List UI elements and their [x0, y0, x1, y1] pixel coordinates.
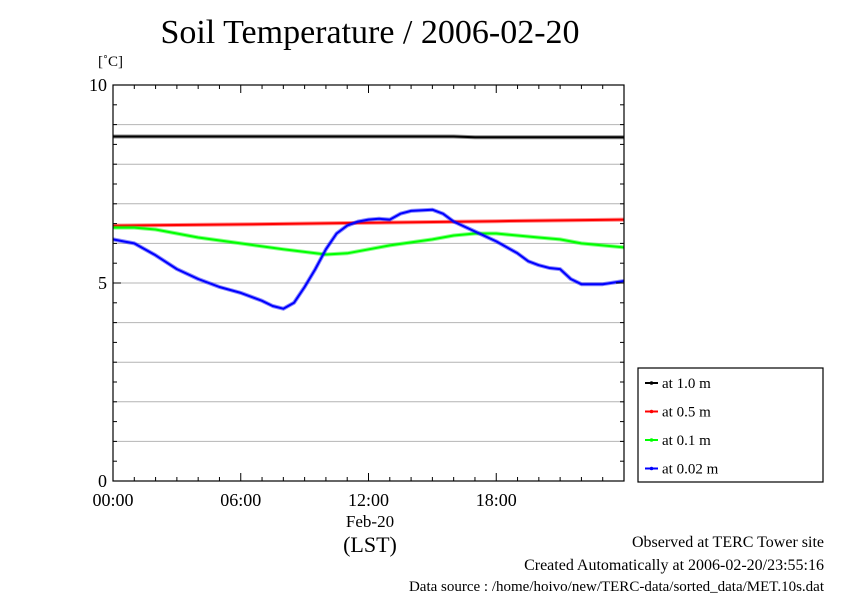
series-line — [113, 226, 625, 256]
legend-marker — [649, 409, 654, 414]
x-tick-label: 06:00 — [220, 490, 261, 510]
x-axis-title: (LST) — [343, 532, 397, 557]
series-line — [112, 218, 625, 227]
x-tick-label: 00:00 — [92, 490, 133, 510]
legend-marker — [649, 466, 654, 471]
legend-marker — [649, 381, 654, 385]
chart-title: Soil Temperature / 2006-02-20 — [160, 14, 580, 51]
y-tick-label: 5 — [98, 273, 107, 293]
y-tick-label: 0 — [98, 471, 107, 491]
observed-site-note: Observed at TERC Tower site — [631, 534, 824, 551]
data-source-note: Data source : /home/hoivo/new/TERC-data/… — [408, 579, 824, 595]
legend-label: at 0.02 m — [662, 462, 719, 478]
series-line — [112, 208, 625, 310]
series-line — [113, 135, 624, 139]
legend-marker — [649, 438, 654, 442]
legend-label: at 0.1 m — [662, 433, 711, 449]
legend-label: at 0.5 m — [662, 405, 711, 421]
y-tick-label: 10 — [89, 75, 107, 95]
legend-label: at 1.0 m — [662, 376, 711, 392]
created-timestamp-note: Created Automatically at 2006-02-20/23:5… — [524, 557, 824, 574]
legend-box — [637, 367, 824, 483]
series-halo — [113, 225, 625, 257]
x-axis-date-label: Feb-20 — [345, 512, 395, 531]
x-tick-label: 12:00 — [348, 490, 389, 510]
x-tick-label: 18:00 — [476, 490, 517, 510]
y-axis-unit-label: [˚C] — [98, 54, 123, 70]
